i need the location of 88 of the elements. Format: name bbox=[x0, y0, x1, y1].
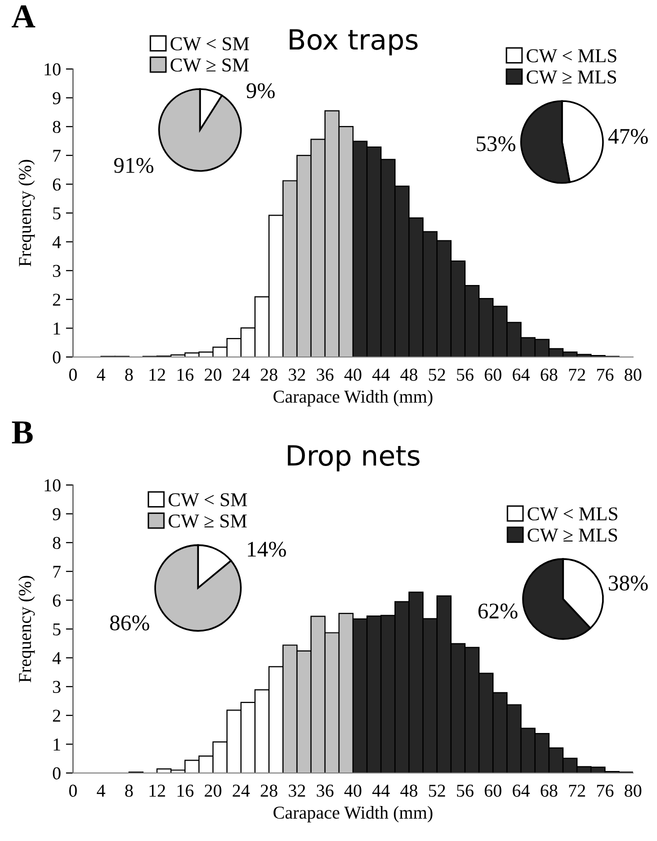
x-tick-label: 64 bbox=[512, 368, 530, 381]
x-tick-label: 52 bbox=[429, 784, 446, 797]
data-label: 62% bbox=[478, 604, 518, 619]
x-tick-label: 52 bbox=[429, 368, 446, 381]
x-tick-label: 72 bbox=[569, 368, 586, 381]
x-axis-title: Carapace Width (mm) bbox=[274, 390, 432, 406]
y-tick-label: 9 bbox=[52, 508, 60, 520]
x-tick-label: 48 bbox=[400, 784, 418, 797]
y-tick-label: 6 bbox=[52, 178, 61, 191]
legend-label: CW ≥ SM bbox=[170, 58, 249, 72]
text: B bbox=[12, 422, 33, 444]
y-tick-label: 5 bbox=[53, 623, 60, 636]
x-tick-label: 16 bbox=[178, 368, 194, 381]
x-tick-label: 76 bbox=[597, 784, 614, 797]
x-tick-label: 36 bbox=[316, 784, 334, 797]
x-tick-label: 12 bbox=[150, 368, 166, 381]
x-tick-label: 40 bbox=[344, 368, 362, 381]
x-tick-label: 68 bbox=[540, 368, 558, 381]
x-axis-title: Carapace Width (mm) bbox=[274, 806, 432, 822]
x-tick-label: 48 bbox=[400, 368, 418, 381]
x-tick-label: 20 bbox=[204, 368, 222, 381]
legend-label: CW ≥ SM bbox=[168, 514, 247, 528]
y-tick-label: 8 bbox=[52, 120, 61, 134]
x-tick-label: 64 bbox=[512, 784, 530, 797]
x-tick-label: 56 bbox=[457, 784, 474, 797]
x-tick-label: 32 bbox=[288, 784, 306, 797]
y-tick-label: 6 bbox=[52, 594, 61, 607]
x-tick-label: 68 bbox=[540, 784, 558, 797]
x-tick-label: 28 bbox=[260, 784, 278, 797]
x-tick-label: 44 bbox=[372, 368, 390, 381]
chart-title: Drop nets bbox=[288, 445, 420, 472]
data-label: 86% bbox=[110, 615, 150, 630]
x-tick-label: 36 bbox=[316, 368, 334, 381]
x-tick-label: 28 bbox=[260, 368, 278, 381]
y-tick-label: 8 bbox=[52, 536, 61, 550]
x-tick-label: 20 bbox=[204, 784, 222, 797]
x-tick-label: 60 bbox=[484, 368, 502, 381]
legend-label: CW < MLS bbox=[528, 507, 618, 520]
x-tick-label: 56 bbox=[457, 368, 474, 381]
legend-label: CW < SM bbox=[170, 37, 250, 50]
y-tick-label: 2 bbox=[52, 710, 60, 722]
y-tick-label: 7 bbox=[53, 566, 61, 578]
data-label: 9% bbox=[246, 83, 275, 98]
chart-title: Box traps bbox=[290, 29, 418, 56]
x-tick-label: 12 bbox=[150, 784, 166, 797]
y-tick-label: 4 bbox=[52, 652, 61, 664]
data-label: 47% bbox=[608, 128, 648, 144]
x-tick-label: 4 bbox=[96, 784, 106, 797]
y-tick-label: 7 bbox=[53, 150, 61, 162]
x-tick-label: 0 bbox=[69, 784, 77, 797]
y-tick-label: 3 bbox=[53, 264, 60, 278]
x-tick-label: 4 bbox=[96, 368, 106, 381]
text: A bbox=[12, 5, 36, 28]
x-tick-label: 76 bbox=[597, 368, 614, 381]
y-axis-title: Frequency (%) bbox=[18, 160, 35, 266]
data-label: 38% bbox=[608, 576, 648, 591]
x-tick-label: 44 bbox=[372, 784, 390, 797]
y-tick-label: 9 bbox=[52, 92, 60, 104]
y-tick-label: 10 bbox=[44, 63, 61, 76]
data-label: 14% bbox=[248, 542, 286, 557]
y-tick-label: 3 bbox=[53, 680, 60, 694]
x-tick-label: 32 bbox=[288, 368, 306, 381]
y-tick-label: 4 bbox=[52, 236, 61, 248]
x-tick-label: 60 bbox=[484, 784, 502, 797]
y-tick-label: 10 bbox=[44, 479, 61, 492]
x-tick-label: 0 bbox=[69, 368, 77, 381]
x-tick-label: 24 bbox=[232, 784, 250, 797]
x-tick-label: 24 bbox=[232, 368, 250, 381]
x-tick-label: 80 bbox=[624, 784, 642, 797]
legend-label: CW < MLS bbox=[526, 49, 616, 62]
y-tick-label: 5 bbox=[53, 207, 60, 220]
x-tick-label: 80 bbox=[624, 368, 642, 381]
x-tick-label: 8 bbox=[125, 368, 133, 381]
y-tick-label: 0 bbox=[52, 767, 61, 780]
y-tick-label: 1 bbox=[54, 738, 60, 750]
x-tick-label: 8 bbox=[125, 784, 133, 797]
legend-label: CW < SM bbox=[168, 493, 248, 506]
legend-label: CW ≥ MLS bbox=[526, 70, 616, 84]
y-tick-label: 0 bbox=[52, 351, 61, 364]
x-tick-label: 40 bbox=[344, 784, 362, 797]
x-tick-label: 72 bbox=[569, 784, 586, 797]
data-label: 53% bbox=[476, 136, 516, 152]
y-tick-label: 1 bbox=[54, 322, 60, 334]
legend-label: CW ≥ MLS bbox=[528, 528, 618, 542]
x-tick-label: 16 bbox=[178, 784, 194, 797]
y-axis-title: Frequency (%) bbox=[18, 576, 35, 682]
data-label: 91% bbox=[114, 158, 154, 173]
y-tick-label: 2 bbox=[52, 294, 60, 306]
